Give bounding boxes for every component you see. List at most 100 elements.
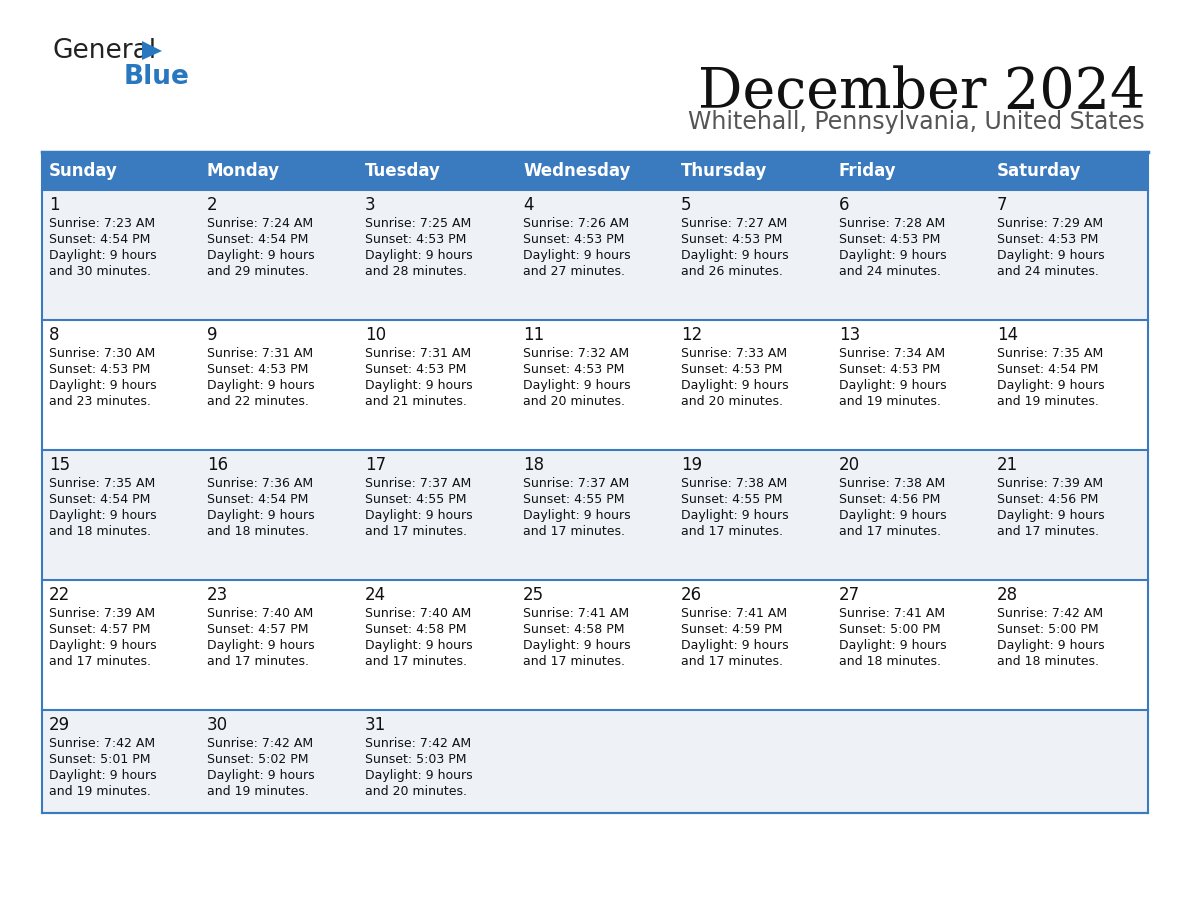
Text: Sunrise: 7:31 AM: Sunrise: 7:31 AM [207, 347, 314, 360]
Bar [42, 580, 1148, 710]
Text: and 20 minutes.: and 20 minutes. [365, 785, 467, 798]
Text: Sunset: 5:00 PM: Sunset: 5:00 PM [997, 623, 1099, 636]
Text: 17: 17 [365, 456, 386, 474]
Text: Sunset: 4:58 PM: Sunset: 4:58 PM [523, 623, 625, 636]
Text: and 18 minutes.: and 18 minutes. [207, 525, 309, 538]
Text: Sunset: 4:53 PM: Sunset: 4:53 PM [681, 363, 783, 376]
Polygon shape [143, 41, 162, 60]
Text: Sunset: 4:54 PM: Sunset: 4:54 PM [49, 493, 151, 506]
Text: and 17 minutes.: and 17 minutes. [839, 525, 941, 538]
Text: and 20 minutes.: and 20 minutes. [681, 395, 783, 408]
Text: Whitehall, Pennsylvania, United States: Whitehall, Pennsylvania, United States [688, 110, 1145, 134]
Text: Sunrise: 7:26 AM: Sunrise: 7:26 AM [523, 217, 630, 230]
Text: Daylight: 9 hours: Daylight: 9 hours [997, 639, 1105, 652]
Text: Sunrise: 7:41 AM: Sunrise: 7:41 AM [681, 607, 788, 620]
Text: Sunrise: 7:29 AM: Sunrise: 7:29 AM [997, 217, 1104, 230]
Text: 18: 18 [523, 456, 544, 474]
Text: Sunrise: 7:35 AM: Sunrise: 7:35 AM [49, 477, 156, 490]
Text: Sunset: 4:55 PM: Sunset: 4:55 PM [681, 493, 783, 506]
Text: Sunset: 4:54 PM: Sunset: 4:54 PM [207, 233, 309, 246]
Text: and 27 minutes.: and 27 minutes. [523, 265, 625, 278]
Text: Sunrise: 7:41 AM: Sunrise: 7:41 AM [523, 607, 630, 620]
Text: 16: 16 [207, 456, 228, 474]
Text: Sunset: 4:54 PM: Sunset: 4:54 PM [207, 493, 309, 506]
Text: and 18 minutes.: and 18 minutes. [997, 655, 1099, 668]
Text: Sunset: 4:53 PM: Sunset: 4:53 PM [839, 233, 941, 246]
Text: Sunrise: 7:37 AM: Sunrise: 7:37 AM [523, 477, 630, 490]
Text: Sunset: 4:53 PM: Sunset: 4:53 PM [839, 363, 941, 376]
Text: Sunrise: 7:42 AM: Sunrise: 7:42 AM [365, 737, 472, 750]
Text: and 24 minutes.: and 24 minutes. [997, 265, 1099, 278]
Text: Monday: Monday [207, 162, 280, 180]
Text: Sunrise: 7:40 AM: Sunrise: 7:40 AM [207, 607, 314, 620]
Text: Sunset: 4:54 PM: Sunset: 4:54 PM [997, 363, 1099, 376]
Text: and 17 minutes.: and 17 minutes. [365, 655, 467, 668]
Text: Daylight: 9 hours: Daylight: 9 hours [49, 509, 157, 522]
Text: 12: 12 [681, 326, 702, 344]
Text: and 17 minutes.: and 17 minutes. [365, 525, 467, 538]
Text: Sunrise: 7:33 AM: Sunrise: 7:33 AM [681, 347, 788, 360]
Text: Daylight: 9 hours: Daylight: 9 hours [207, 379, 315, 392]
Text: Daylight: 9 hours: Daylight: 9 hours [681, 379, 789, 392]
Text: Sunset: 4:55 PM: Sunset: 4:55 PM [365, 493, 467, 506]
Text: Sunrise: 7:39 AM: Sunrise: 7:39 AM [49, 607, 156, 620]
Text: Sunrise: 7:42 AM: Sunrise: 7:42 AM [997, 607, 1104, 620]
Text: Sunrise: 7:34 AM: Sunrise: 7:34 AM [839, 347, 946, 360]
Text: Daylight: 9 hours: Daylight: 9 hours [839, 249, 947, 262]
Text: Sunset: 4:53 PM: Sunset: 4:53 PM [523, 363, 625, 376]
Text: Daylight: 9 hours: Daylight: 9 hours [49, 379, 157, 392]
Text: 28: 28 [997, 586, 1018, 604]
Text: Daylight: 9 hours: Daylight: 9 hours [997, 379, 1105, 392]
Text: Daylight: 9 hours: Daylight: 9 hours [49, 769, 157, 782]
Text: and 21 minutes.: and 21 minutes. [365, 395, 467, 408]
Text: and 17 minutes.: and 17 minutes. [49, 655, 151, 668]
Text: 23: 23 [207, 586, 228, 604]
Text: 15: 15 [49, 456, 70, 474]
Bar [990, 152, 1148, 190]
Text: and 17 minutes.: and 17 minutes. [681, 655, 783, 668]
Text: 14: 14 [997, 326, 1018, 344]
Bar [358, 152, 516, 190]
Text: Sunrise: 7:38 AM: Sunrise: 7:38 AM [681, 477, 788, 490]
Text: Sunset: 4:57 PM: Sunset: 4:57 PM [207, 623, 309, 636]
Text: and 17 minutes.: and 17 minutes. [207, 655, 309, 668]
Text: and 22 minutes.: and 22 minutes. [207, 395, 309, 408]
Bar [674, 152, 832, 190]
Text: Sunset: 4:53 PM: Sunset: 4:53 PM [365, 233, 467, 246]
Text: 21: 21 [997, 456, 1018, 474]
Text: 4: 4 [523, 196, 533, 214]
Text: Sunrise: 7:39 AM: Sunrise: 7:39 AM [997, 477, 1104, 490]
Bar [42, 320, 1148, 450]
Text: 27: 27 [839, 586, 860, 604]
Text: Sunset: 4:54 PM: Sunset: 4:54 PM [49, 233, 151, 246]
Bar [42, 152, 200, 190]
Text: and 19 minutes.: and 19 minutes. [997, 395, 1099, 408]
Text: Sunrise: 7:25 AM: Sunrise: 7:25 AM [365, 217, 472, 230]
Text: Daylight: 9 hours: Daylight: 9 hours [681, 639, 789, 652]
Text: Daylight: 9 hours: Daylight: 9 hours [207, 509, 315, 522]
Text: 22: 22 [49, 586, 70, 604]
Text: Wednesday: Wednesday [523, 162, 631, 180]
Text: Blue: Blue [124, 64, 190, 90]
Text: Sunrise: 7:36 AM: Sunrise: 7:36 AM [207, 477, 314, 490]
Text: 26: 26 [681, 586, 702, 604]
Text: Sunset: 4:53 PM: Sunset: 4:53 PM [49, 363, 151, 376]
Text: Sunset: 4:53 PM: Sunset: 4:53 PM [523, 233, 625, 246]
Text: Sunrise: 7:42 AM: Sunrise: 7:42 AM [49, 737, 156, 750]
Text: and 17 minutes.: and 17 minutes. [523, 655, 625, 668]
Text: and 24 minutes.: and 24 minutes. [839, 265, 941, 278]
Text: Daylight: 9 hours: Daylight: 9 hours [523, 509, 631, 522]
Text: Sunrise: 7:40 AM: Sunrise: 7:40 AM [365, 607, 472, 620]
Text: 3: 3 [365, 196, 375, 214]
Text: Daylight: 9 hours: Daylight: 9 hours [365, 379, 473, 392]
Text: Sunrise: 7:23 AM: Sunrise: 7:23 AM [49, 217, 156, 230]
Text: Daylight: 9 hours: Daylight: 9 hours [365, 249, 473, 262]
Text: 20: 20 [839, 456, 860, 474]
Text: Sunset: 4:58 PM: Sunset: 4:58 PM [365, 623, 467, 636]
Bar [42, 190, 1148, 320]
Text: Tuesday: Tuesday [365, 162, 441, 180]
Text: Daylight: 9 hours: Daylight: 9 hours [839, 379, 947, 392]
Text: Sunset: 4:53 PM: Sunset: 4:53 PM [365, 363, 467, 376]
Text: Saturday: Saturday [997, 162, 1081, 180]
Text: Daylight: 9 hours: Daylight: 9 hours [49, 639, 157, 652]
